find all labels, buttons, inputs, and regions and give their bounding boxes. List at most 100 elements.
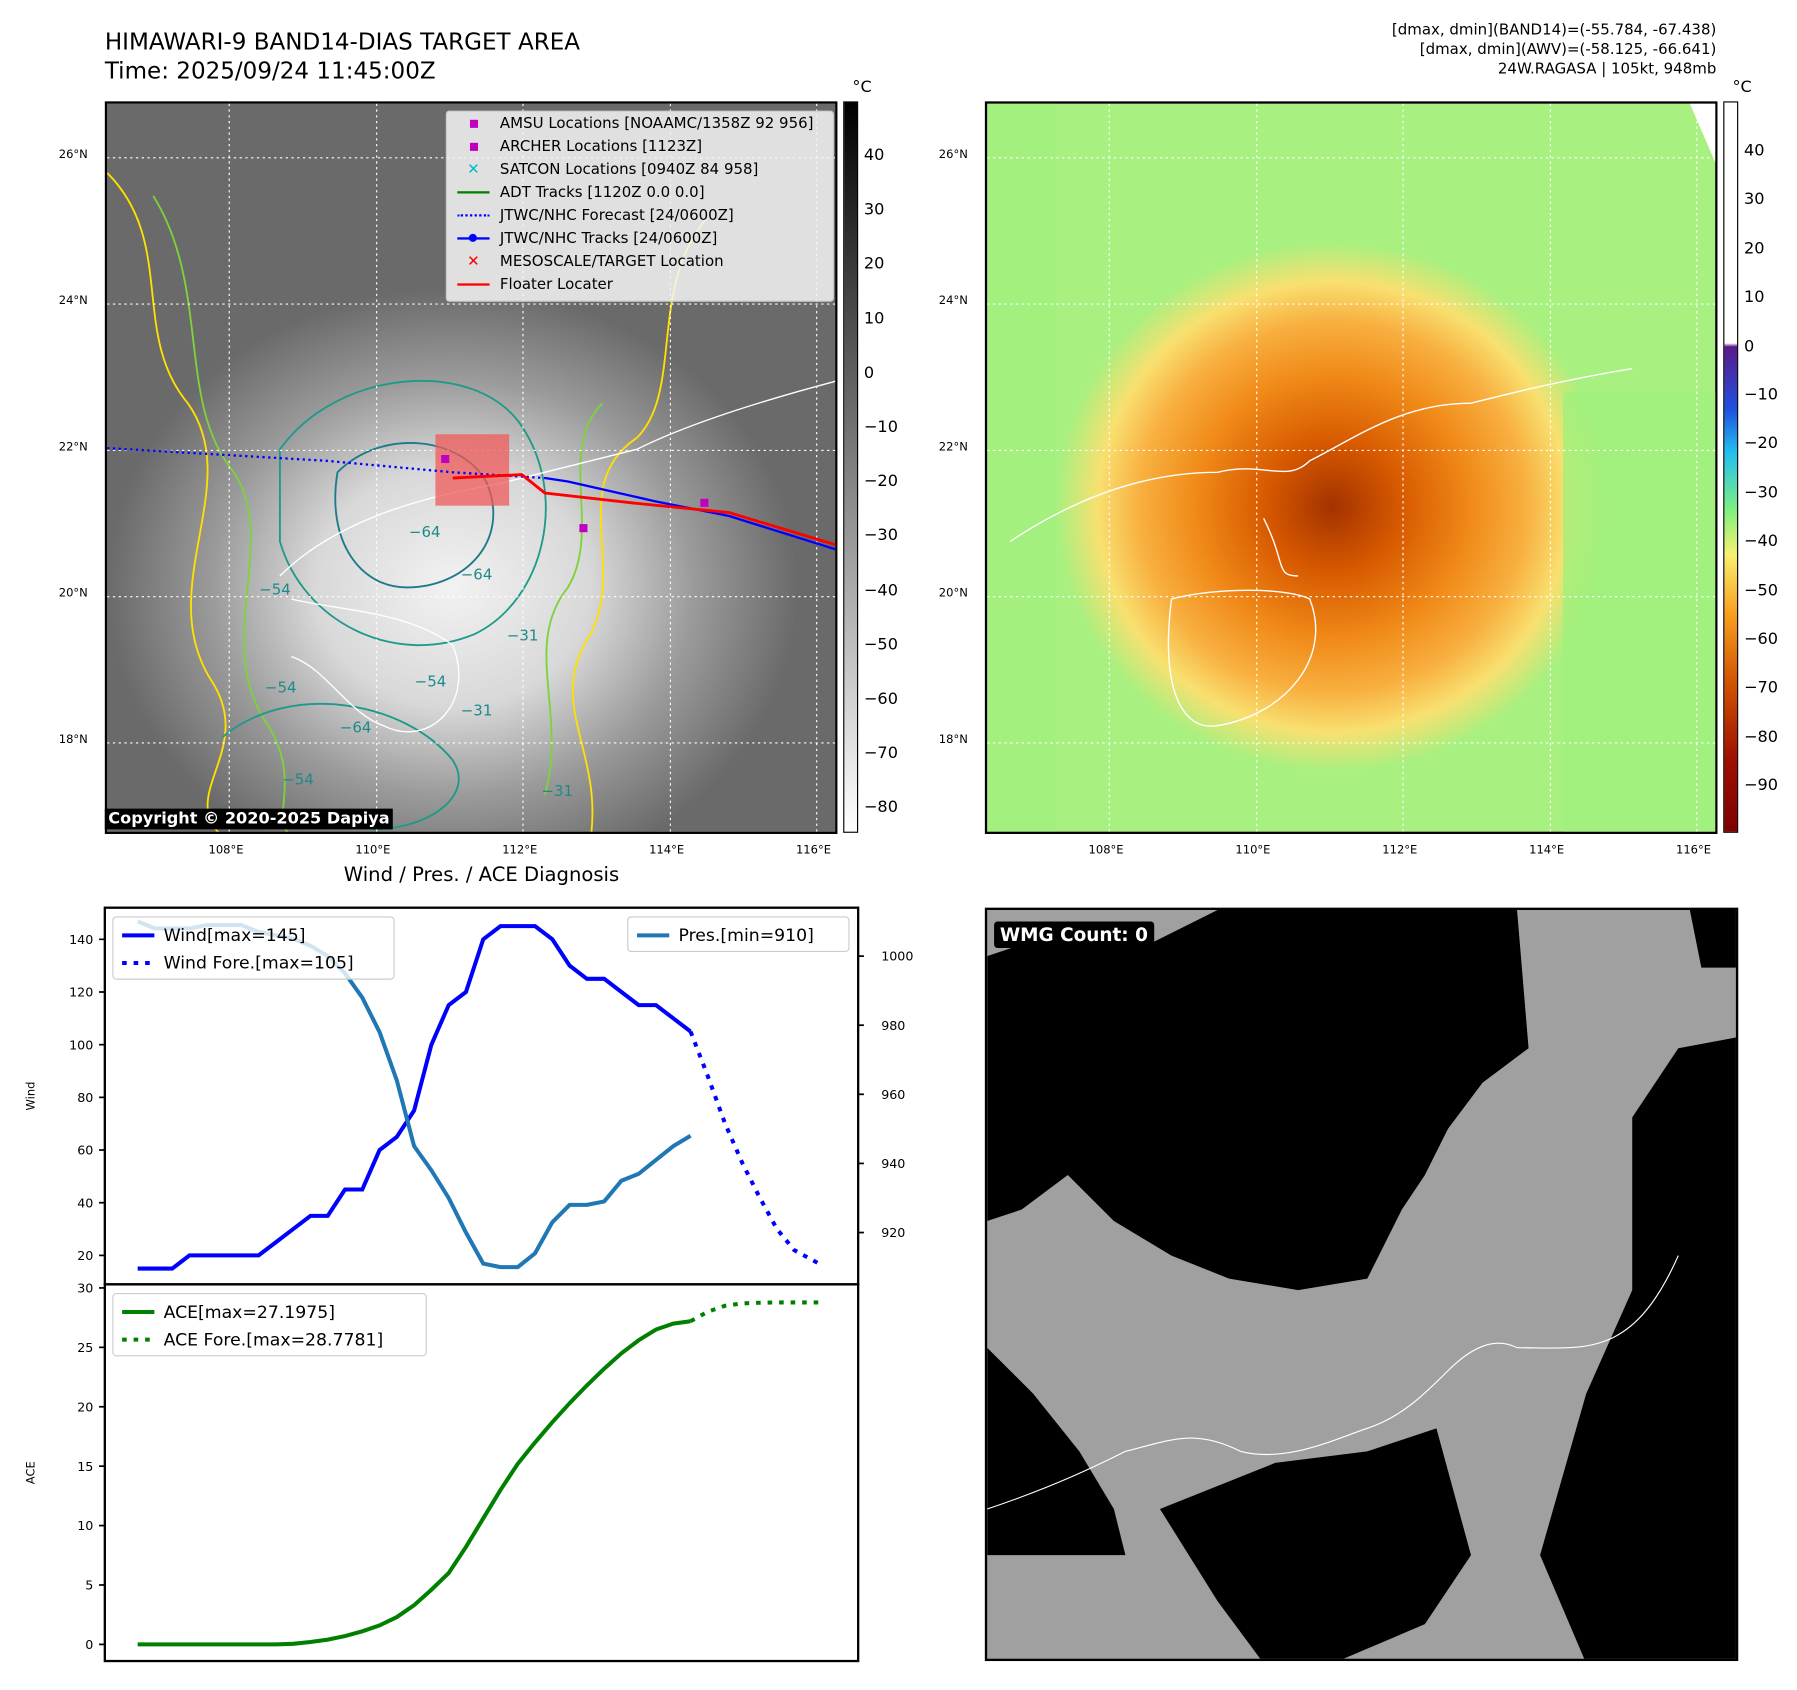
contour-teal xyxy=(221,702,460,831)
contour-yellow xyxy=(107,172,227,832)
legend-label: Wind Fore.[max=105] xyxy=(164,954,354,974)
legend-item: ARCHER Locations [1123Z] xyxy=(447,135,833,158)
legend-label: SATCON Locations [0940Z 84 958] xyxy=(499,160,759,178)
wmg-black-region xyxy=(1540,1037,1736,1659)
title-time: Time: 2025/09/24 11:45:00Z xyxy=(104,56,436,85)
lon-tick-label: 116°E xyxy=(795,844,831,858)
lat-tick-label: 20°N xyxy=(938,587,968,601)
contour-label: −64 xyxy=(339,719,372,738)
contour-label: −54 xyxy=(414,673,447,692)
contour-green xyxy=(543,402,604,796)
colorbar-tick-label: 40 xyxy=(1743,141,1765,161)
colorbar-tick-label: 20 xyxy=(863,255,885,274)
band14-range: [dmax, dmin](BAND14)=(-55.784, -67.438) xyxy=(1391,21,1717,40)
contour-label: −64 xyxy=(460,566,493,585)
lon-tick-label: 114°E xyxy=(1529,844,1565,858)
legend-label: ADT Tracks [1120Z 0.0 0.0] xyxy=(499,183,705,202)
legend-label: JTWC/NHC Tracks [24/0600Z] xyxy=(499,229,718,248)
colorbar-tick-label: −40 xyxy=(1743,532,1779,551)
y-right-tick-label: 1000 xyxy=(881,949,913,964)
chart-legend xyxy=(627,916,850,953)
contour-label: −31 xyxy=(460,702,493,720)
lat-tick-label: 24°N xyxy=(938,294,968,308)
lon-tick-label: 114°E xyxy=(649,844,685,858)
map-legend: AMSU Locations [NOAAMC/1358Z 92 956] ARCH… xyxy=(445,110,834,302)
contour-teal xyxy=(278,379,547,647)
colorbar-tick-label: −70 xyxy=(1743,678,1779,698)
awv-colorbar xyxy=(1723,101,1739,833)
green-region xyxy=(1563,391,1716,832)
legend-label: ARCHER Locations [1123Z] xyxy=(499,137,703,155)
coastline xyxy=(279,380,836,733)
solid-line-icon xyxy=(456,276,491,292)
legend-label: ACE Fore.[max=28.7781] xyxy=(164,1330,384,1350)
y-tick-label: 80 xyxy=(77,1090,93,1105)
colorbar-tick-label: −30 xyxy=(1743,483,1779,502)
lat-tick-label: 22°N xyxy=(938,441,968,454)
legend-label: MESOSCALE/TARGET Location xyxy=(499,252,724,271)
contour-label: −54 xyxy=(264,679,297,697)
colorbar-tick-label: 30 xyxy=(863,200,885,220)
dotted-line-icon xyxy=(456,207,491,223)
line-dot-icon xyxy=(456,230,491,246)
lon-tick-label: 112°E xyxy=(1382,844,1418,858)
lon-tick-label: 110°E xyxy=(1235,844,1271,858)
no-data-corner xyxy=(1689,103,1716,163)
y-tick-label: 40 xyxy=(77,1195,93,1210)
wmg-black-region xyxy=(987,1347,1126,1556)
lat-tick-label: 22°N xyxy=(58,441,88,454)
legend-item: ✕ MESOSCALE/TARGET Location xyxy=(447,250,833,273)
y-tick-label: 140 xyxy=(69,932,93,947)
colorbar-tick-label: 40 xyxy=(863,146,885,165)
y-tick-label: 60 xyxy=(77,1143,93,1158)
colorbar-tick-label: 10 xyxy=(863,309,885,328)
y-tick-label: 10 xyxy=(77,1518,93,1533)
band14-colorbar xyxy=(843,101,859,833)
lon-tick-label: 108°E xyxy=(208,844,244,858)
contour-label: −54 xyxy=(259,581,291,599)
colorbar-tick-label: 10 xyxy=(1743,288,1765,307)
diagnosis-charts: 204060801001201409209409609801000WindPre… xyxy=(24,906,913,1663)
colorbar-tick-label: −80 xyxy=(863,798,898,818)
y-axis-label: Wind xyxy=(24,1082,38,1111)
colorbar-tick-label: 20 xyxy=(1743,239,1765,258)
y-right-tick-label: 920 xyxy=(881,1225,905,1240)
series-line-ace-fore- xyxy=(689,1300,819,1323)
y-tick-label: 20 xyxy=(77,1399,93,1414)
contour-label: −31 xyxy=(506,627,539,646)
colorbar-tick-label: −20 xyxy=(1743,434,1779,454)
band14-map: AMSU Locations [NOAAMC/1358Z 92 956] ARCH… xyxy=(104,101,838,834)
colorbar-tick-label: −80 xyxy=(1743,727,1779,747)
contour-label: −64 xyxy=(408,524,441,542)
lat-tick-label: 18°N xyxy=(58,733,88,747)
storm-summary: 24W.RAGASA | 105kt, 948mb xyxy=(1497,61,1717,79)
square-marker-icon xyxy=(456,115,491,131)
jtwc-track xyxy=(544,476,836,551)
legend-label: ACE[max=27.1975] xyxy=(164,1303,335,1323)
lon-tick-label: 116°E xyxy=(1676,844,1712,858)
colorbar-tick-label: −10 xyxy=(1743,385,1779,405)
legend-label: AMSU Locations [NOAAMC/1358Z 92 956] xyxy=(499,114,814,132)
colorbar-tick-label: −60 xyxy=(1743,630,1779,649)
legend-item: AMSU Locations [NOAAMC/1358Z 92 956] xyxy=(447,112,833,135)
wmg-mask xyxy=(987,910,1736,1659)
title-line-1: HIMAWARI-9 BAND14-DIAS TARGET AREA xyxy=(104,27,581,56)
colorbar-tick-label: −50 xyxy=(863,635,898,655)
contour-label: −54 xyxy=(282,771,314,790)
awv-range: [dmax, dmin](AWV)=(-58.125, -66.641) xyxy=(1419,41,1717,59)
colorbar-tick-label: 30 xyxy=(1743,190,1765,209)
wmg-count-label: WMG Count: 0 xyxy=(994,921,1154,949)
colorbar-tick-label: −50 xyxy=(1743,581,1779,600)
y-tick-label: 0 xyxy=(85,1637,93,1652)
legend-item: ✕ SATCON Locations [0940Z 84 958] xyxy=(447,158,833,181)
y-tick-label: 120 xyxy=(69,985,93,1000)
figure-title: HIMAWARI-9 BAND14-DIAS TARGET AREA Time:… xyxy=(105,28,580,86)
chart-legend xyxy=(112,916,395,980)
legend-item: Floater Locater xyxy=(447,273,833,296)
series-line-wind xyxy=(137,924,692,1271)
colorbar-tick-label: −70 xyxy=(863,744,898,763)
y-right-tick-label: 940 xyxy=(881,1156,905,1171)
legend-item: ADT Tracks [1120Z 0.0 0.0] xyxy=(447,181,833,204)
lat-tick-label: 26°N xyxy=(58,148,88,162)
